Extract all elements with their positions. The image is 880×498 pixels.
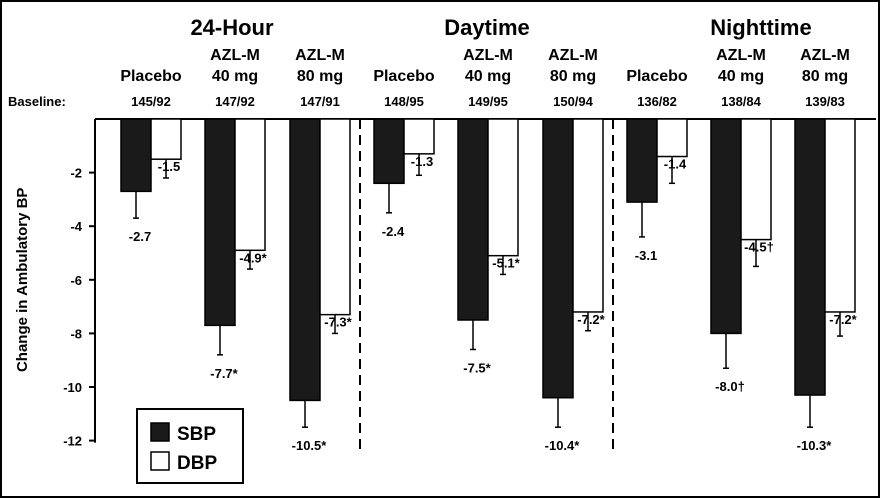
y-tick-label: -4 [70, 219, 82, 234]
sbp-value-label: -10.5* [292, 438, 328, 453]
dbp-bar [656, 118, 688, 158]
dbp-value-label: -1.4 [664, 157, 687, 172]
panel-title: Daytime [444, 15, 530, 40]
group-label-line2: 80 mg [550, 68, 596, 85]
sbp-bar [373, 118, 405, 185]
group-label-line2: Placebo [373, 68, 435, 85]
baseline-value: 147/91 [300, 94, 340, 109]
baseline-value: 136/82 [637, 94, 677, 109]
group-label-line1: AZL-M [463, 47, 513, 64]
group-label-line2: 40 mg [465, 68, 511, 85]
baseline-value: 145/92 [131, 94, 171, 109]
dbp-value-label: -4.5† [744, 240, 774, 255]
group-label-line1: AZL-M [548, 47, 598, 64]
baseline-value: 139/83 [805, 94, 845, 109]
legend-swatch-dbp [150, 451, 170, 471]
dbp-bar [740, 118, 772, 241]
dbp-value-label: -7.2* [577, 312, 605, 327]
sbp-bar [794, 118, 826, 396]
sbp-value-label: -2.4 [382, 224, 405, 239]
sbp-bar [542, 118, 574, 399]
group-label-line1: AZL-M [295, 47, 345, 64]
baseline-value: 149/95 [468, 94, 508, 109]
dbp-value-label: -1.5 [158, 159, 180, 174]
baseline-value: 138/84 [721, 94, 762, 109]
dbp-bar [572, 118, 604, 313]
group-label-line2: 40 mg [718, 68, 764, 85]
group-label-line2: 80 mg [802, 68, 848, 85]
baseline-value: 147/92 [215, 94, 255, 109]
sbp-bar [457, 118, 489, 321]
sbp-value-label: -3.1 [635, 248, 657, 263]
group-label-line1: AZL-M [800, 47, 850, 64]
y-tick-label: -12 [63, 434, 82, 449]
y-tick-label: -6 [70, 273, 82, 288]
sbp-bar [710, 118, 742, 335]
y-axis-title: Change in Ambulatory BP [14, 188, 31, 372]
baseline-value: 150/94 [553, 94, 594, 109]
dbp-value-label: -7.2* [829, 312, 857, 327]
sbp-bar [204, 118, 236, 327]
sbp-value-label: -7.7* [210, 366, 238, 381]
dbp-bar [403, 118, 435, 155]
legend-label-sbp: SBP [177, 424, 216, 445]
dbp-value-label: -5.1* [492, 256, 520, 271]
dbp-bar [234, 118, 266, 252]
group-label-line1: AZL-M [716, 47, 766, 64]
group-label-line1: AZL-M [210, 47, 260, 64]
dbp-value-label: -7.3* [324, 315, 352, 330]
sbp-value-label: -7.5* [463, 360, 491, 375]
dbp-value-label: -1.3 [411, 154, 433, 169]
group-label-line2: Placebo [626, 68, 688, 85]
y-tick-label: -8 [70, 326, 82, 341]
group-label-line2: Placebo [120, 68, 182, 85]
legend-label-dbp: DBP [177, 453, 217, 474]
group-label-line2: 40 mg [212, 68, 258, 85]
sbp-bar [120, 118, 152, 193]
group-label-line2: 80 mg [297, 68, 343, 85]
baseline-value: 148/95 [384, 94, 424, 109]
dbp-bar [824, 118, 856, 313]
sbp-value-label: -10.3* [797, 438, 833, 453]
sbp-bar [626, 118, 658, 203]
dbp-bar [319, 118, 351, 316]
panel-title: 24-Hour [190, 15, 274, 40]
legend-swatch-sbp [150, 422, 170, 442]
sbp-value-label: -8.0† [715, 379, 745, 394]
dbp-bar [150, 118, 182, 160]
baseline-label: Baseline: [8, 94, 66, 109]
sbp-value-label: -10.4* [545, 438, 581, 453]
dbp-value-label: -4.9* [239, 250, 267, 265]
dbp-bar [487, 118, 519, 257]
sbp-bar [289, 118, 321, 402]
panel-title: Nighttime [710, 15, 811, 40]
y-tick-label: -10 [63, 380, 82, 395]
y-tick-label: -2 [70, 166, 82, 181]
sbp-value-label: -2.7 [129, 229, 151, 244]
